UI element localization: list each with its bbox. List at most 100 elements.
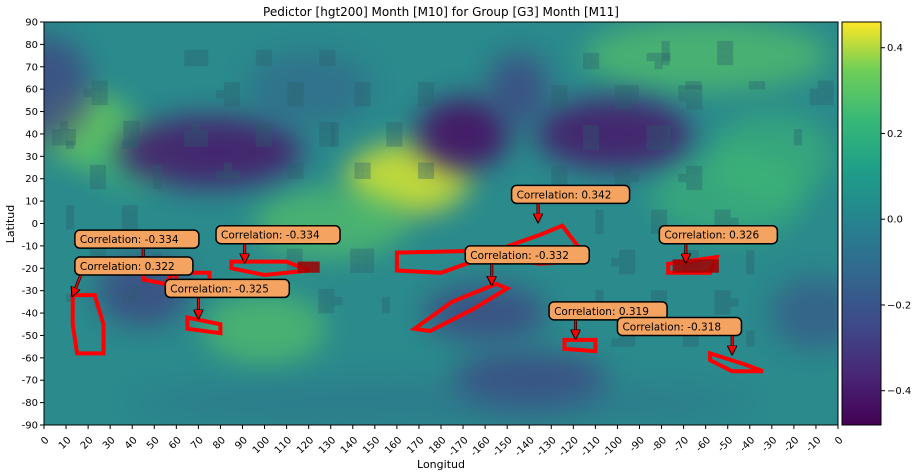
- annotation-box: [464, 245, 591, 265]
- significant-region: [229, 259, 310, 278]
- colorbar-tick-label: 0.0: [887, 215, 903, 226]
- x-tick-label: -130: [535, 435, 559, 459]
- y-tick-label: 20: [25, 174, 38, 185]
- x-tick-label: 130: [317, 435, 338, 456]
- annotation-label: Correlation: 0.322: [80, 261, 175, 273]
- significant-region: [562, 337, 598, 354]
- y-tick-label: -30: [22, 286, 38, 297]
- correlation-annotation: Correlation: 0.322: [73, 256, 194, 295]
- x-tick-label: 30: [101, 435, 118, 452]
- x-tick-label: -160: [469, 435, 493, 459]
- annotation-label: Correlation: -0.332: [470, 250, 569, 262]
- x-tick-label: -60: [694, 435, 713, 454]
- colorbar-tick-label: 0.4: [887, 43, 903, 54]
- annotation-box: [616, 316, 743, 337]
- x-tick-label: 120: [295, 435, 316, 456]
- y-axis-label: Latitud: [4, 205, 17, 244]
- colorbar: 0.4 0.2 0.0 −0.2 −0.4: [841, 21, 911, 426]
- y-tick-label: 40: [25, 129, 38, 140]
- colorbar-ticks: 0.4 0.2 0.0 −0.2 −0.4: [881, 43, 911, 397]
- y-tick-label: 70: [25, 62, 38, 73]
- y-tick-label: 60: [25, 85, 38, 96]
- y-axis: 90 80 70 60 50 40 30 20 10 0 -10 -20 -30 -40 -50 -60 -70…: [22, 18, 44, 432]
- y-tick-label: 0: [32, 219, 38, 230]
- x-tick-label: -80: [650, 435, 669, 454]
- x-tick-label: -150: [491, 435, 515, 459]
- significant-region-fill: [672, 259, 719, 273]
- x-tick-label: 0: [833, 435, 845, 447]
- y-tick-label: 90: [25, 18, 38, 29]
- x-tick-label: 150: [361, 435, 382, 456]
- chart-title: Pedictor [hgt200] Month [M10] for Group …: [263, 5, 619, 19]
- y-tick-label: -60: [22, 353, 38, 364]
- x-tick-label: 80: [211, 435, 228, 452]
- y-tick-label: -90: [22, 421, 38, 432]
- correlation-annotation: Correlation: 0.319: [548, 301, 668, 338]
- y-tick-label: -20: [22, 264, 38, 275]
- x-tick-label: 50: [145, 435, 162, 452]
- annotation-label: Correlation: 0.342: [517, 189, 612, 201]
- y-tick-label: -50: [22, 331, 38, 342]
- significant-region: [70, 293, 106, 356]
- significant-region: [185, 315, 223, 336]
- annotations: Correlation: -0.334 Correlation: 0.322 Cor…: [73, 184, 779, 353]
- x-tick-label: 160: [383, 435, 404, 456]
- y-tick-label: -40: [22, 309, 38, 320]
- x-tick-label: -120: [557, 435, 581, 459]
- y-tick-label: -70: [22, 376, 38, 387]
- colorbar-tick-label: 0.2: [887, 129, 903, 140]
- x-tick-label: 70: [189, 435, 206, 452]
- x-tick-label: -170: [447, 435, 471, 459]
- annotation-box: [74, 256, 194, 276]
- heatmap-field: [44, 22, 838, 425]
- heatmap: [44, 22, 838, 425]
- x-tick-label: -50: [716, 435, 735, 454]
- annotation-arrow: [73, 274, 82, 295]
- colorbar-tick-label: −0.4: [887, 386, 911, 397]
- x-tick-label: 140: [339, 435, 360, 456]
- x-tick-label: 20: [79, 435, 96, 452]
- annotation-box: [215, 224, 341, 245]
- annotation-box: [74, 229, 200, 249]
- annotation-box: [164, 278, 291, 299]
- x-tick-label: 60: [167, 435, 184, 452]
- x-tick-label: -140: [513, 435, 537, 459]
- x-tick-label: -20: [782, 435, 801, 454]
- x-tick-label: -110: [579, 435, 603, 459]
- x-tick-label: -90: [628, 435, 647, 454]
- x-tick-label: 170: [405, 435, 426, 456]
- y-tick-label: 30: [25, 152, 38, 163]
- significant-region: [409, 281, 512, 334]
- y-tick-label: 10: [25, 197, 38, 208]
- x-tick-label: -70: [672, 435, 691, 454]
- annotation-label: Correlation: -0.334: [80, 234, 179, 246]
- correlation-annotation: Correlation: -0.332: [464, 245, 591, 284]
- x-tick-label: 100: [251, 435, 272, 456]
- colorbar-gradient: [841, 21, 882, 426]
- x-tick-label: 180: [427, 435, 448, 456]
- annotation-box: [548, 301, 668, 321]
- x-tick-label: 10: [57, 435, 74, 452]
- y-tick-label: -80: [22, 398, 38, 409]
- annotation-box: [510, 184, 631, 205]
- x-tick-label: -40: [738, 435, 757, 454]
- x-tick-label: 0: [39, 435, 51, 447]
- x-tick-label: -10: [804, 435, 823, 454]
- significant-region-fill: [297, 261, 320, 273]
- correlation-annotation: Correlation: -0.334: [215, 224, 341, 262]
- x-tick-label: -100: [601, 435, 625, 459]
- y-tick-label: 80: [25, 40, 38, 51]
- annotation-label: Correlation: -0.334: [221, 230, 320, 242]
- y-tick-label: 50: [25, 107, 38, 118]
- correlation-annotation: Correlation: -0.334: [74, 229, 200, 264]
- x-tick-label: 40: [123, 435, 140, 452]
- annotation-label: Correlation: 0.326: [664, 230, 759, 242]
- x-tick-label: -30: [760, 435, 779, 454]
- annotation-label: Correlation: 0.319: [554, 306, 649, 318]
- x-axis-label: Longitud: [417, 458, 465, 471]
- x-tick-label: 90: [233, 435, 250, 452]
- correlation-annotation: Correlation: 0.326: [658, 224, 779, 262]
- correlation-annotation: Correlation: -0.325: [164, 278, 291, 317]
- significant-region: [708, 350, 764, 374]
